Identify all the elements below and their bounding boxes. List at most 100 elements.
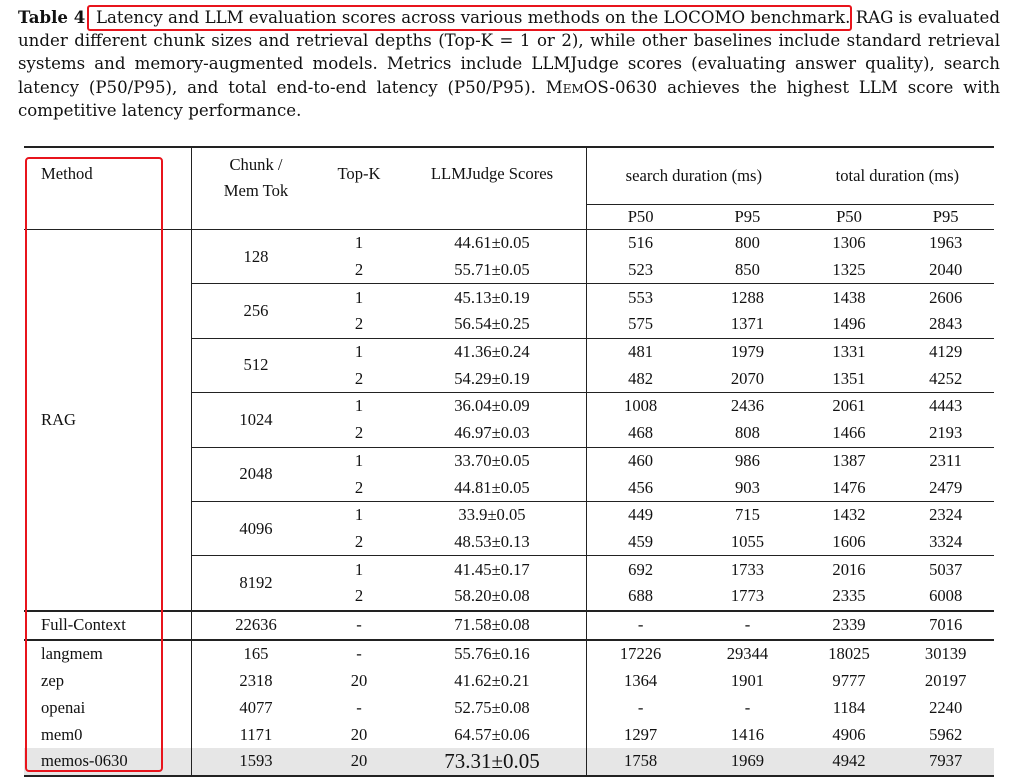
baseline-sp95-cell: 1901 (730, 671, 765, 691)
baseline-sp95-cell: 1416 (730, 724, 765, 744)
total-p95-cell: 3324 (929, 531, 963, 551)
baseline-score-cell: 73.31±0.05 (398, 747, 587, 776)
search-p95-cell: 1288 (730, 287, 765, 307)
search-p50-cell: 692 (628, 559, 654, 579)
title-highlight-box (87, 5, 852, 31)
total-p95-cell: 1963 (929, 233, 963, 253)
chunk-cell: 4096 (239, 518, 273, 538)
score-cell: 45.13±0.19 (398, 283, 587, 312)
score-cell: 58.20±0.08 (398, 582, 587, 611)
method-column-highlight-box (25, 157, 163, 772)
baseline-sp95-cell: 1969 (694, 747, 801, 776)
search-p50-cell: 575 (628, 314, 654, 334)
baseline-topk-cell: - (356, 697, 362, 717)
caption-memos-name: MemOS-0630 (545, 77, 658, 97)
total-p50-cell: 1438 (832, 287, 866, 307)
score-cell: 41.45±0.17 (398, 555, 587, 583)
header-search-p95: P95 (694, 204, 801, 230)
total-p95-cell: 4252 (929, 368, 963, 388)
full-context-topk-cell: - (356, 615, 362, 635)
baseline-tp95-cell: 30139 (924, 644, 967, 664)
table-row: 2 46.97±0.03 468 808 1466 2193 (24, 419, 994, 447)
chunk-cell: 2048 (239, 464, 273, 484)
total-p95-cell: 2479 (929, 477, 963, 497)
search-p50-cell: 553 (628, 287, 654, 307)
header-score: LLMJudge Scores (398, 147, 587, 230)
topk-cell: 2 (354, 368, 364, 388)
full-context-tp95-cell: 7016 (929, 615, 963, 635)
total-p50-cell: 2061 (832, 396, 866, 416)
table-row: openai 4077 - 52.75±0.08 - - 1184 2240 (24, 694, 994, 722)
search-p95-cell: 2436 (730, 396, 765, 416)
baseline-method-cell: openai (24, 694, 192, 722)
search-p95-cell: 986 (735, 450, 760, 470)
total-p95-cell: 2311 (929, 450, 962, 470)
baseline-tp50-cell: 4906 (832, 724, 866, 744)
table-row: 2048 1 33.70±0.05 460 986 1387 2311 (24, 447, 994, 483)
baseline-chunk-cell: 4077 (239, 697, 273, 717)
topk-cell: 1 (354, 559, 364, 579)
baseline-sp95-cell: - (744, 697, 751, 717)
baseline-score-cell: 41.62±0.21 (398, 667, 587, 695)
search-p50-cell: 460 (628, 450, 654, 470)
topk-cell: 1 (354, 396, 364, 416)
total-p50-cell: 1306 (832, 233, 866, 253)
header-chunk-line2: Mem Tok (223, 181, 289, 200)
total-p50-cell: 1387 (832, 450, 866, 470)
search-p95-cell: 850 (735, 260, 760, 280)
search-p50-cell: 449 (628, 505, 654, 525)
score-cell: 44.81±0.05 (398, 474, 587, 502)
baseline-chunk-cell: 2318 (239, 671, 273, 691)
total-p50-cell: 2335 (832, 586, 866, 606)
baseline-topk-cell: - (356, 644, 362, 664)
total-p95-cell: 6008 (929, 586, 963, 606)
table-row: 2 56.54±0.25 575 1371 1496 2843 (24, 311, 994, 339)
chunk-cell: 512 (243, 355, 269, 375)
table-row: langmem 165 - 55.76±0.16 17226 29344 18025 3013… (24, 640, 994, 668)
topk-cell: 1 (354, 342, 364, 362)
total-p50-cell: 1351 (832, 368, 866, 388)
score-cell: 48.53±0.13 (398, 528, 587, 556)
baseline-tp95-cell: 20197 (924, 671, 967, 691)
search-p95-cell: 715 (735, 505, 760, 525)
table-row: 2 44.81±0.05 456 903 1476 2479 (24, 474, 994, 502)
search-p50-cell: 1008 (624, 396, 658, 416)
baseline-score-cell: 64.57±0.06 (398, 721, 587, 748)
total-p95-cell: 2324 (929, 505, 963, 525)
topk-cell: 2 (354, 260, 364, 280)
total-p95-cell: 4443 (929, 396, 963, 416)
baseline-tp50-cell: 1184 (832, 697, 866, 717)
score-cell: 36.04±0.09 (398, 392, 587, 420)
baseline-sp50-cell: 17226 (619, 644, 662, 664)
header-method: Method (24, 147, 192, 230)
baseline-tp50-cell: 9777 (832, 671, 866, 691)
baseline-method-cell: zep (24, 667, 192, 695)
header-total: total duration (ms) (835, 166, 960, 185)
total-p50-cell: 1606 (832, 531, 866, 551)
full-context-chunk-cell: 22636 (235, 615, 277, 635)
baseline-sp50-cell: 1758 (586, 747, 695, 776)
header-total-p95: P95 (897, 204, 994, 230)
baseline-method-cell: mem0 (24, 721, 192, 748)
caption-tail: achieves the highest LLM score with comp… (18, 77, 1001, 120)
total-p50-cell: 1476 (832, 477, 866, 497)
full-context-sp95-cell: - (744, 615, 751, 635)
table-row: 2 55.71±0.05 523 850 1325 2040 (24, 256, 994, 284)
header-chunk: Chunk / Mem Tok (192, 147, 321, 230)
score-cell: 33.70±0.05 (398, 447, 587, 475)
baseline-chunk-cell: 1171 (239, 724, 273, 744)
baseline-tp50-cell: 4942 (800, 747, 898, 776)
total-p50-cell: 1496 (832, 314, 866, 334)
score-cell: 55.71±0.05 (398, 256, 587, 284)
topk-cell: 2 (354, 531, 364, 551)
score-cell: 33.9±0.05 (398, 501, 587, 529)
score-cell: 41.36±0.24 (398, 338, 587, 366)
table-label: Table 4 (18, 7, 86, 27)
total-p95-cell: 2606 (929, 287, 963, 307)
score-cell: 56.54±0.25 (398, 311, 587, 339)
score-cell: 54.29±0.19 (398, 365, 587, 393)
header-chunk-line1: Chunk / (229, 155, 283, 174)
full-context-method-cell: Full-Context (24, 610, 192, 641)
chunk-cell: 8192 (239, 572, 273, 592)
table-row: RAG 128 1 44.61±0.05 516 800 1306 1963 (24, 228, 994, 611)
